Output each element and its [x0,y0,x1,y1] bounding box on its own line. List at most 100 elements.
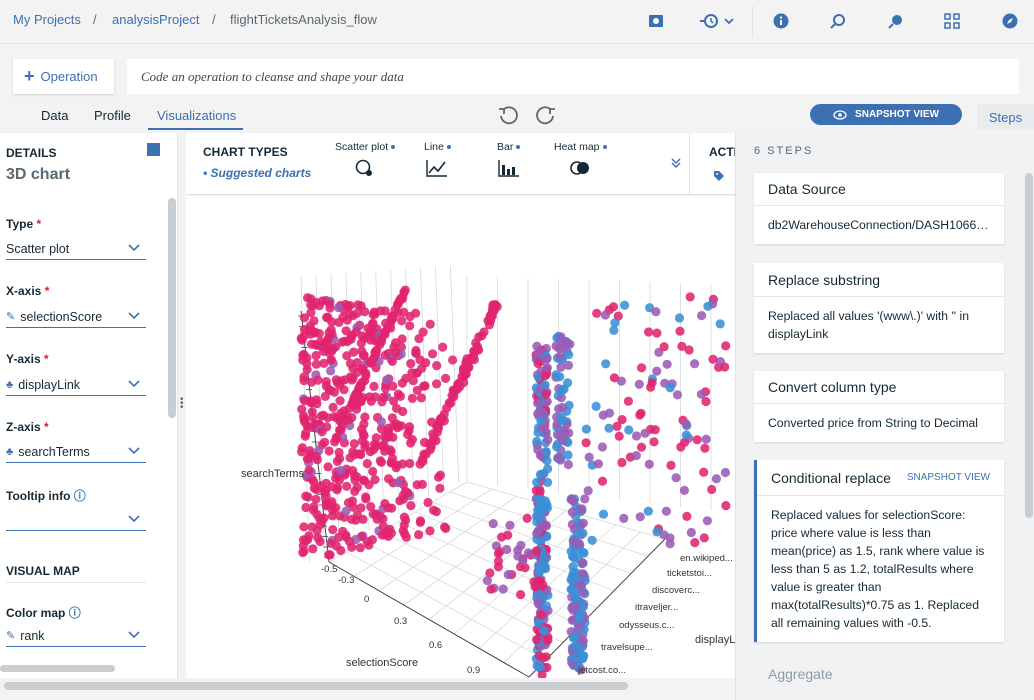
compass-icon[interactable] [1000,11,1020,31]
data-point [541,447,551,457]
tag-icon[interactable] [713,169,725,187]
step-card-convert-column[interactable]: Convert column type Converted price from… [754,371,1004,442]
data-point [398,292,408,302]
expand-chevron-icon[interactable] [670,157,682,172]
data-point [513,551,523,561]
data-point [697,311,707,321]
data-point [578,528,588,538]
data-point [578,518,588,528]
data-point [543,635,553,645]
data-point [368,466,378,477]
categorical-type-icon: ♣ [6,445,14,458]
step-title: Data Source [754,173,1004,206]
tooltip-info-select[interactable] [6,509,146,531]
breadcrumb-separator: / [212,12,216,27]
data-point [317,296,327,306]
history-icon[interactable] [698,11,738,31]
chart-canvas[interactable]: searchTerms selectionScore displayL -0.5 -0.… [186,196,735,678]
steps-scrollbar[interactable] [1025,173,1033,518]
step-card-replace-substring[interactable]: Replace substring Replaced all values '(… [754,263,1004,353]
data-point [576,581,586,591]
chart-horizontal-scrollbar[interactable] [0,678,735,700]
breadcrumb-project[interactable]: analysisProject [112,12,200,27]
apps-grid-icon[interactable] [942,11,962,31]
panel-scrollbar[interactable] [168,198,176,418]
data-point [325,550,335,560]
scrollbar-thumb[interactable] [4,682,628,690]
tab-data[interactable]: Data [41,108,69,123]
y-axis-select[interactable]: ♣ displayLink [6,374,146,396]
step-card-conditional-replace[interactable]: Conditional replace SNAPSHOT VIEW Replac… [754,460,1004,642]
search-history-icon[interactable] [828,11,848,31]
data-point [533,598,543,608]
data-point [580,494,590,504]
snapshot-view-button[interactable]: SNAPSHOT VIEW [810,104,962,125]
data-point [537,407,547,418]
data-point [366,356,377,366]
snapshot-view-label: SNAPSHOT VIEW [855,109,939,120]
undo-icon[interactable] [496,104,520,128]
data-point [568,653,578,663]
type-select[interactable]: Scatter plot [6,238,146,260]
data-point [312,509,322,519]
data-point [623,396,633,406]
collapse-panel-icon[interactable] [147,143,160,156]
operation-input[interactable] [127,59,1019,94]
data-point [682,511,692,521]
step-card-aggregate[interactable]: Aggregate [754,657,1004,691]
data-point [301,502,311,513]
data-point [415,459,425,469]
data-point [322,312,332,323]
run-icon[interactable] [646,11,666,31]
data-point [375,456,385,466]
info-icon: ⓘ [73,489,86,503]
breadcrumb-my-projects[interactable]: My Projects [13,12,81,27]
collaborate-icon[interactable] [886,11,906,31]
data-point [403,429,413,440]
color-map-select[interactable]: ✎ rank [6,625,146,647]
redo-icon[interactable] [534,104,558,128]
wall-grid-line [435,266,445,491]
data-point [391,403,402,413]
data-point [351,392,361,402]
data-point [652,328,662,338]
details-horizontal-scrollbar[interactable] [0,665,115,672]
data-point [617,457,627,468]
x-axis-select[interactable]: ✎ selectionScore [6,306,146,328]
step-body: db2WarehouseConnection/DASH10665... [768,218,994,232]
data-point [341,411,351,421]
step-card-data-source[interactable]: Data Source db2WarehouseConnection/DASH1… [754,173,1004,244]
3d-scatter-chart[interactable]: searchTerms selectionScore displayL -0.5-0.… [186,196,735,678]
add-operation-button[interactable]: + Operation [13,59,114,94]
data-point [317,342,327,352]
data-point [352,308,362,318]
chart-type-scatter[interactable]: Scatter plot [335,141,396,177]
tab-profile[interactable]: Profile [94,108,131,123]
info-icon[interactable] [771,11,791,31]
data-point [441,373,451,383]
chart-type-heatmap[interactable]: Heat map [554,141,607,177]
data-point [416,393,426,403]
data-point [332,483,343,493]
data-point [344,403,354,413]
panel-resize-handle[interactable]: • • • [180,394,184,413]
x-tick-label: -0.5 [321,564,337,575]
tab-steps[interactable]: Steps [977,104,1034,130]
data-point [308,544,318,554]
data-point [395,391,406,401]
data-point [362,459,372,469]
chart-type-line[interactable]: Line [424,141,451,177]
data-point [391,338,401,348]
data-point [406,501,416,511]
data-point [616,376,626,386]
tab-visualizations[interactable]: Visualizations [157,108,237,123]
data-point [533,358,543,369]
step-snapshot-view-link[interactable]: SNAPSHOT VIEW [906,472,990,483]
chart-type-bar[interactable]: Bar [497,141,521,177]
data-point [438,342,448,352]
suggested-charts-link[interactable]: • Suggested charts [203,166,312,180]
data-point [387,413,397,423]
data-point [350,486,360,496]
z-axis-select[interactable]: ♣ searchTerms [6,441,146,463]
type-label: Type * [6,217,42,231]
